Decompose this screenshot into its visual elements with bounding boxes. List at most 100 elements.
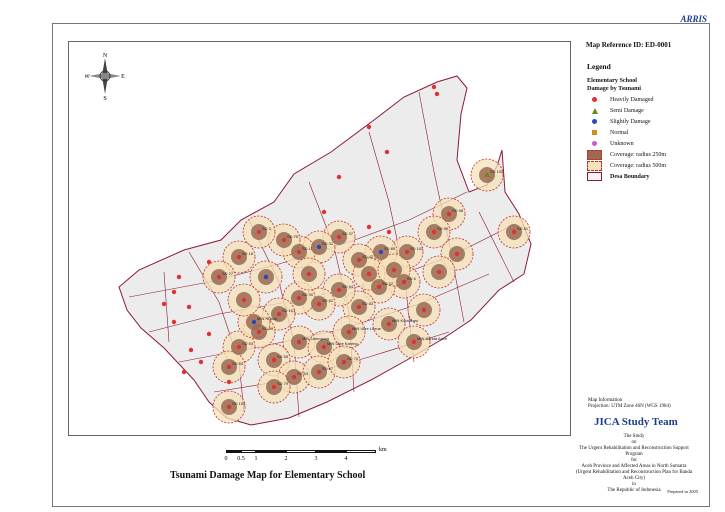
school-heavy-damage[interactable] [226, 364, 232, 370]
map-frame[interactable]: SD 100 SD 98 SD 99 SD 81 SD 102 SD 85 SD 42 SD … [68, 41, 571, 436]
school-label: SD 37 [342, 231, 354, 236]
school-heavy-damage[interactable] [276, 311, 282, 317]
school-heavy-damage[interactable] [421, 307, 427, 313]
school-heavy-damage[interactable] [271, 384, 277, 390]
school-heavy-damage[interactable] [241, 297, 247, 303]
school-heavy-damage[interactable] [271, 357, 277, 363]
map-title: Tsunami Damage Map for Elementary School [170, 470, 366, 481]
school-slight-damage[interactable] [251, 319, 257, 325]
school-heavy-damage[interactable] [431, 229, 437, 235]
school-heavy-damage[interactable] [431, 84, 437, 90]
school-label: MIN Lamnyong [302, 336, 329, 341]
school-heavy-damage[interactable] [316, 301, 322, 307]
school-heavy-damage[interactable] [446, 211, 452, 217]
school-label: SD 62 [322, 298, 334, 303]
school-heavy-damage[interactable] [356, 304, 362, 310]
school-heavy-damage[interactable] [436, 269, 442, 275]
school-heavy-damage[interactable] [296, 249, 302, 255]
school-heavy-damage[interactable] [161, 301, 167, 307]
school-heavy-damage[interactable] [226, 404, 232, 410]
study-description: The Study on The Urgent Rehabilitation a… [574, 434, 694, 494]
school-heavy-damage[interactable] [171, 289, 177, 295]
school-slight-damage[interactable] [378, 249, 384, 255]
legend-group: Elementary School [587, 77, 638, 84]
school-label: SD 99 [437, 226, 449, 231]
school-heavy-damage[interactable] [281, 237, 287, 243]
school-heavy-damage[interactable] [198, 359, 204, 365]
school-label: SD 84 [232, 361, 244, 366]
school-heavy-damage[interactable] [206, 331, 212, 337]
school-label: SD 70 [347, 356, 359, 361]
school-label: SD 31 [322, 241, 334, 246]
school-heavy-damage[interactable] [236, 254, 242, 260]
school-heavy-damage[interactable] [346, 329, 352, 335]
school-label: MIN Ulee Kareng [327, 341, 358, 346]
legend-item-semi: Semi Damage [587, 105, 704, 116]
school-heavy-damage[interactable] [384, 149, 390, 155]
school-heavy-damage[interactable] [321, 344, 327, 350]
map-information: Map Information Projection: UTM Zone 46N… [588, 398, 671, 410]
school-heavy-damage[interactable] [404, 249, 410, 255]
school-heavy-damage[interactable] [321, 209, 327, 215]
school-heavy-damage[interactable] [296, 339, 302, 345]
school-heavy-damage[interactable] [366, 124, 372, 130]
brand-label: ARRIS [680, 14, 707, 24]
school-label: SD 85 [384, 246, 396, 251]
school-label: SD 93 [242, 341, 254, 346]
school-heavy-damage[interactable] [291, 374, 297, 380]
scale-tick: 1 [254, 456, 258, 462]
semi-damage-icon [591, 107, 598, 114]
school-heavy-damage[interactable] [316, 369, 322, 375]
school-label: SD 55 [277, 354, 289, 359]
school-label: SD 75 [287, 234, 299, 239]
school-label: SD 6 [407, 276, 417, 281]
school-heavy-damage[interactable] [336, 234, 342, 240]
desa-boundary-icon [587, 172, 602, 181]
school-heavy-damage[interactable] [341, 359, 347, 365]
school-heavy-damage[interactable] [181, 369, 187, 375]
school-heavy-damage[interactable] [366, 224, 372, 230]
team-title: JICA Study Team [594, 416, 678, 428]
school-heavy-damage[interactable] [511, 229, 517, 235]
school-heavy-damage[interactable] [386, 229, 392, 235]
school-semi-damage[interactable] [484, 172, 490, 177]
school-heavy-damage[interactable] [454, 251, 460, 257]
legend-item-cov500: Coverage: radius 500m [587, 160, 704, 171]
school-heavy-damage[interactable] [356, 257, 362, 263]
school-heavy-damage[interactable] [366, 271, 372, 277]
school-heavy-damage[interactable] [411, 339, 417, 345]
school-heavy-damage[interactable] [391, 267, 397, 273]
school-heavy-damage[interactable] [434, 91, 440, 97]
school-heavy-damage[interactable] [336, 287, 342, 293]
study-line: The Republic of Indonesia [607, 488, 661, 493]
school-heavy-damage[interactable] [386, 321, 392, 327]
school-heavy-damage[interactable] [256, 229, 262, 235]
school-slight-damage[interactable] [263, 274, 269, 280]
scale-bar: 0 0.5 1 2 3 4 km [224, 447, 387, 468]
school-heavy-damage[interactable] [401, 279, 407, 285]
school-label: SD 42 [362, 254, 374, 259]
school-heavy-damage[interactable] [376, 284, 382, 290]
school-heavy-damage[interactable] [171, 319, 177, 325]
map-canvas[interactable]: SD 100 SD 98 SD 99 SD 81 SD 102 SD 85 SD 42 SD … [69, 42, 571, 436]
school-heavy-damage[interactable] [186, 304, 192, 310]
scale-tick: 0 [224, 456, 228, 462]
legend-subtitle: Damage by Tsunami [587, 85, 641, 92]
school-label: SD 105 [232, 401, 246, 406]
school-heavy-damage[interactable] [236, 344, 242, 350]
school-label: SD 98 [452, 208, 464, 213]
school-heavy-damage[interactable] [256, 329, 262, 335]
school-heavy-damage[interactable] [226, 379, 232, 385]
school-heavy-damage[interactable] [306, 271, 312, 277]
legend-item-desa: Desa Boundary [587, 171, 704, 182]
school-heavy-damage[interactable] [188, 347, 194, 353]
scale-tick: 2 [284, 456, 288, 462]
school-slight-damage[interactable] [316, 244, 322, 250]
school-heavy-damage[interactable] [216, 274, 222, 280]
school-heavy-damage[interactable] [336, 174, 342, 180]
school-heavy-damage[interactable] [176, 274, 182, 280]
school-label: SD 83 [362, 301, 374, 306]
school-heavy-damage[interactable] [296, 295, 302, 301]
study-line: (Urgent Rehabilitation and Reconstructio… [575, 470, 693, 481]
school-heavy-damage[interactable] [206, 259, 212, 265]
